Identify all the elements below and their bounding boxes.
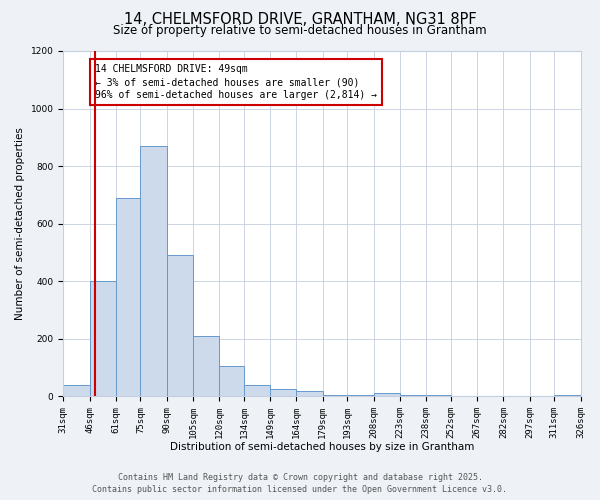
Bar: [374, 394, 400, 396]
Bar: [220, 366, 244, 396]
Bar: [193, 336, 220, 396]
Text: 14 CHELMSFORD DRIVE: 49sqm
← 3% of semi-detached houses are smaller (90)
96% of : 14 CHELMSFORD DRIVE: 49sqm ← 3% of semi-…: [95, 64, 377, 100]
Text: Size of property relative to semi-detached houses in Grantham: Size of property relative to semi-detach…: [113, 24, 487, 37]
Bar: [63, 385, 89, 396]
Text: Contains HM Land Registry data © Crown copyright and database right 2025.
Contai: Contains HM Land Registry data © Crown c…: [92, 473, 508, 494]
Bar: [89, 281, 116, 396]
Y-axis label: Number of semi-detached properties: Number of semi-detached properties: [15, 127, 25, 320]
Bar: [244, 385, 270, 396]
X-axis label: Distribution of semi-detached houses by size in Grantham: Distribution of semi-detached houses by …: [170, 442, 474, 452]
Bar: [167, 256, 193, 396]
Bar: [116, 198, 140, 396]
Bar: [270, 389, 296, 396]
Text: 14, CHELMSFORD DRIVE, GRANTHAM, NG31 8PF: 14, CHELMSFORD DRIVE, GRANTHAM, NG31 8PF: [124, 12, 476, 28]
Bar: [323, 395, 347, 396]
Bar: [554, 395, 580, 396]
Bar: [296, 390, 323, 396]
Bar: [140, 146, 167, 397]
Bar: [347, 395, 374, 396]
